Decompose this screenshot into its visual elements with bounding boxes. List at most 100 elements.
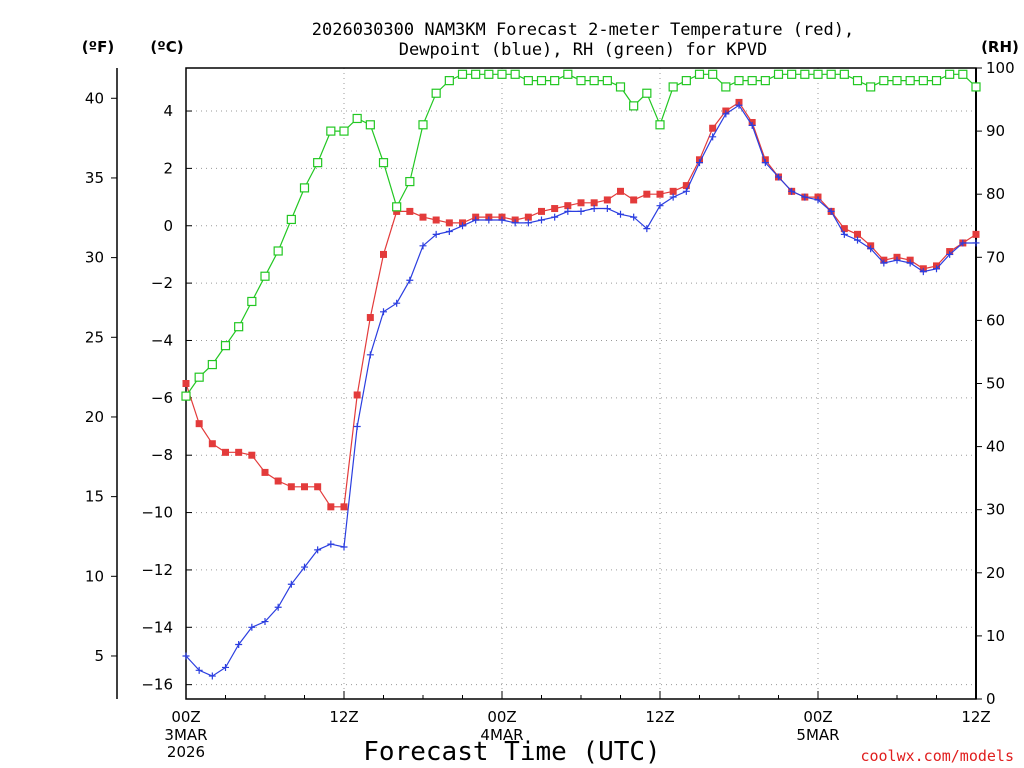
fahrenheit-tick-label: 5	[94, 647, 104, 665]
rh-tick-label: 50	[986, 375, 1005, 393]
celsius-tick-label: −6	[151, 389, 173, 407]
rh-point	[655, 120, 665, 130]
2-meter-temperature-point	[551, 205, 559, 213]
rh-point	[378, 158, 389, 168]
rh-point	[694, 69, 705, 79]
dewpoint-point	[327, 540, 335, 548]
dewpoint-point	[445, 227, 453, 235]
time-tick-label: 12Z	[329, 708, 358, 726]
dewpoint-point	[656, 202, 664, 210]
dewpoint-point	[603, 205, 611, 213]
dewpoint-point	[906, 259, 914, 267]
rh-point	[971, 82, 981, 92]
dewpoint-point	[511, 219, 519, 227]
celsius-tick-label: −8	[151, 446, 173, 464]
dewpoint-point	[617, 210, 624, 218]
2-meter-temperature-point	[590, 199, 598, 207]
fahrenheit-tick-label: 20	[85, 408, 104, 426]
rh-point	[207, 359, 217, 370]
rh-point	[918, 76, 928, 86]
dewpoint-point	[643, 225, 651, 233]
rh-point	[497, 69, 507, 79]
rh-point	[681, 76, 691, 86]
2-meter-temperature-point	[630, 196, 638, 204]
rh-point	[668, 82, 678, 92]
2-meter-temperature-point	[314, 483, 322, 491]
2-meter-temperature-point	[195, 420, 203, 428]
plot-frame	[185, 67, 977, 700]
2-meter-temperature-point	[972, 230, 980, 238]
rh-point	[194, 372, 204, 382]
rh-point	[734, 76, 744, 86]
dewpoint-point	[880, 259, 888, 267]
dewpoint-point	[340, 543, 348, 551]
fahrenheit-tick-label: 30	[85, 249, 104, 267]
2-meter-temperature-point	[445, 219, 453, 227]
rh-point	[313, 158, 323, 168]
dewpoint-point	[827, 207, 835, 215]
2-meter-temperature-point	[669, 187, 677, 195]
2-meter-temperature-point	[709, 124, 717, 132]
dewpoint-point	[393, 299, 401, 307]
time-tick-label: 12Z	[645, 708, 674, 726]
time-tick-label: 00Z	[803, 708, 832, 726]
dewpoint-point	[840, 230, 848, 238]
dewpoint-point	[788, 187, 796, 195]
rh-point	[418, 120, 428, 130]
dewpoint-point	[366, 351, 374, 359]
dewpoint-point	[301, 563, 308, 571]
celsius-tick-label: −16	[141, 676, 173, 694]
dewpoint-point	[538, 216, 545, 224]
rh-point	[589, 76, 599, 86]
fahrenheit-tick-label: 25	[85, 328, 104, 346]
2-meter-temperature-point	[261, 468, 269, 476]
rh-tick-label: 10	[986, 627, 1005, 645]
rh-tick-label: 0	[986, 690, 996, 708]
dewpoint-point	[761, 159, 769, 167]
dewpoint-point	[919, 268, 927, 276]
rh-point	[576, 76, 586, 86]
rh-point	[273, 246, 283, 256]
rh-point	[800, 69, 810, 79]
rh-point	[405, 176, 415, 187]
rh-point	[444, 76, 454, 86]
rh-point	[852, 76, 863, 86]
rh-point	[839, 69, 849, 79]
dewpoint-point	[775, 173, 782, 181]
chart-title-line1: 2026030300 NAM3KM Forecast 2-meter Tempe…	[312, 20, 854, 40]
rh-point	[931, 76, 942, 86]
rh-point	[339, 126, 349, 136]
dewpoint-point	[551, 213, 559, 221]
rh-tick-label: 20	[986, 564, 1005, 582]
data-series	[181, 69, 981, 680]
dewpoint-point	[182, 652, 190, 660]
dewpoint-point	[287, 580, 295, 588]
rh-point	[708, 69, 718, 79]
rh-tick-label: 100	[986, 59, 1015, 77]
fahrenheit-unit-label: (ºF)	[82, 38, 114, 56]
rh-point	[760, 76, 770, 86]
rh-point	[879, 76, 889, 86]
rh-point	[260, 271, 270, 281]
2-meter-temperature-point	[182, 380, 190, 387]
2-meter-temperature-line	[185, 101, 977, 508]
2-meter-temperature-point	[419, 213, 427, 221]
dewpoint-point	[485, 216, 493, 224]
celsius-tick-label: −12	[141, 561, 173, 579]
2-meter-temperature-point	[380, 250, 387, 258]
rh-point	[826, 69, 836, 79]
dewpoint-point	[274, 603, 282, 611]
2-meter-temperature-point	[524, 213, 532, 221]
fahrenheit-tick-label: 35	[85, 169, 104, 187]
2-meter-temperature-point	[564, 202, 572, 210]
2-meter-temperature-point	[538, 207, 545, 215]
dewpoint-point	[893, 256, 901, 264]
time-tick-label: 00Z	[487, 708, 516, 726]
2-meter-temperature-point	[406, 207, 414, 215]
rh-point	[905, 76, 915, 86]
dewpoint-point	[524, 219, 532, 227]
celsius-tick-label: −10	[141, 504, 173, 522]
celsius-tick-label: 0	[163, 217, 173, 235]
